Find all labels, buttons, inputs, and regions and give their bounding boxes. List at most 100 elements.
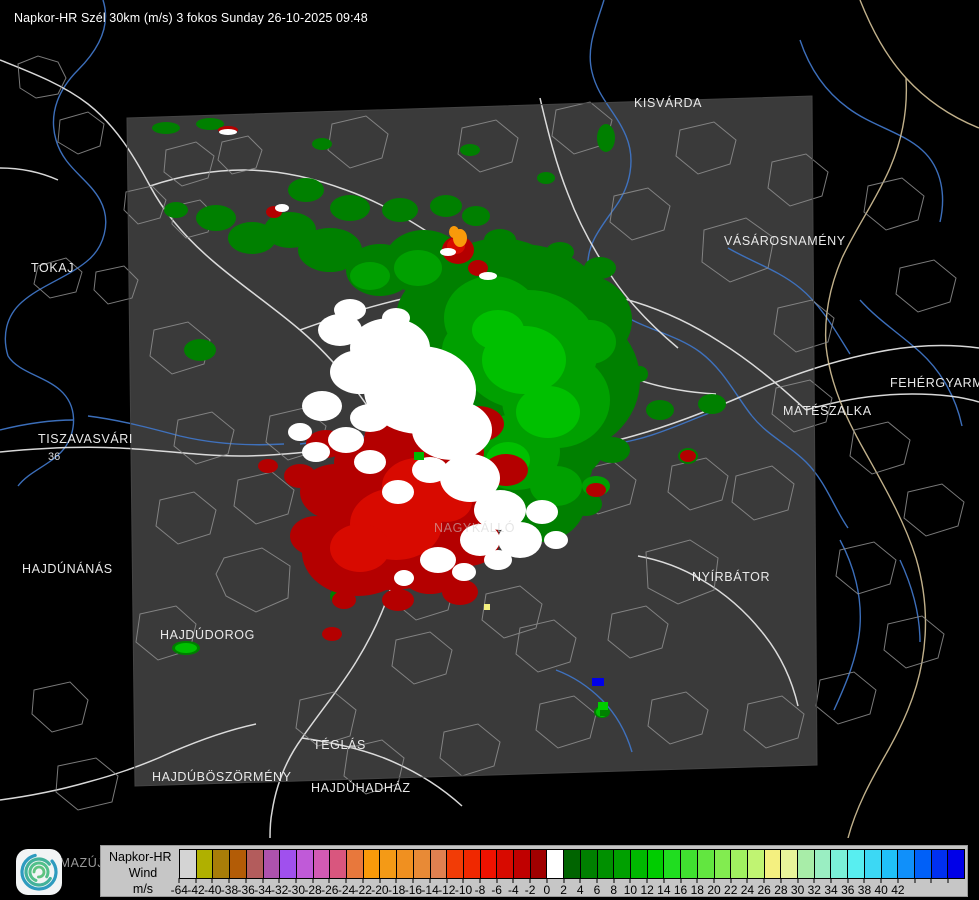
legend-tick: 38: [858, 878, 881, 898]
legend-tick-label: 6: [593, 883, 601, 897]
legend-swatch: [547, 850, 565, 878]
legend-tick: 6: [594, 878, 614, 898]
legend-swatch: [848, 850, 865, 878]
legend-swatch: [898, 850, 915, 878]
legend-tick-label: 42: [891, 883, 905, 897]
legend-swatch: [564, 850, 581, 878]
legend-tick-label: 26: [757, 883, 771, 897]
legend-swatch: [180, 850, 197, 878]
legend-swatch: [363, 850, 381, 878]
legend-tick-label: 14: [657, 883, 671, 897]
legend-tick: 34: [824, 878, 848, 898]
legend-line-3: m/s: [132, 882, 154, 896]
legend-tick-label: -30: [287, 883, 306, 897]
legend-tick: -34: [254, 878, 280, 898]
legend-tick-label: 18: [690, 883, 704, 897]
legend-tick: 16: [674, 878, 698, 898]
legend-tick-label: 40: [874, 883, 888, 897]
legend-swatch: [397, 850, 414, 878]
legend-tick-label: -22: [354, 883, 372, 897]
legend-tick: 12: [640, 878, 664, 898]
legend-swatch: [514, 850, 531, 878]
legend-tick-label: -16: [404, 883, 423, 897]
legend-tick: -20: [371, 878, 397, 898]
logo-spiral-icon: [20, 853, 58, 891]
legend-swatch: [864, 850, 882, 878]
legend-swatch: [764, 850, 782, 878]
legend-tick: -10: [455, 878, 480, 898]
legend-tick-label: -20: [371, 883, 389, 897]
swirl-logo[interactable]: [14, 847, 64, 897]
legend-swatch: [647, 850, 665, 878]
legend-swatch: [196, 850, 214, 878]
legend-tick: -30: [288, 878, 313, 898]
legend-tick-label: 30: [790, 883, 805, 897]
legend-tick: -8: [475, 878, 497, 898]
legend-tick-label: 20: [707, 883, 721, 897]
legend-tick: -18: [388, 878, 413, 898]
legend-tick-label: -10: [454, 883, 473, 897]
legend-tick: 32: [808, 878, 831, 898]
legend-swatch: [447, 850, 464, 878]
legend-tick-label: 24: [740, 883, 755, 897]
legend-tick: 8: [610, 878, 631, 898]
legend-tick: -32: [271, 878, 296, 898]
legend-swatch: [731, 850, 748, 878]
legend-tick-labels: -64 -42 -40 -38 -36 -34 -32 -30 -28 -26 -24 -22 -20-…: [171, 878, 965, 898]
legend-swatch: [380, 850, 398, 878]
legend-tick: -26: [321, 878, 346, 898]
legend-tick: 2: [560, 878, 581, 898]
legend-tick-label: -34: [254, 883, 272, 897]
legend-tick-label: -4: [508, 883, 519, 897]
legend-tick-label: -24: [337, 883, 356, 897]
legend-swatch: [463, 850, 481, 878]
map-svg: [0, 0, 979, 838]
page-title: Napkor-HR Szél 30km (m/s) 3 fokos Sunday…: [14, 11, 368, 25]
legend-tick: -22: [355, 878, 380, 898]
legend-tick-label: -28: [304, 883, 322, 897]
legend-swatch: [948, 850, 965, 878]
radar-map-canvas[interactable]: KISVÁRDA VÁSÁROSNAMÉNY FEHÉRGYARMAT MÁTÉ…: [0, 0, 979, 838]
legend-swatch: [330, 850, 348, 878]
legend-tick-label: -38: [220, 883, 239, 897]
legend-swatch: [881, 850, 899, 878]
legend-line-2: Wind: [128, 866, 158, 880]
legend-tick: [947, 878, 965, 898]
legend-swatch: [931, 850, 949, 878]
legend-tick-label: -42: [187, 883, 205, 897]
radar-echo-layer: [152, 118, 726, 718]
legend-swatch: [413, 850, 431, 878]
legend-swatch: [814, 850, 832, 878]
legend-swatch: [697, 850, 715, 878]
legend-line-1: Napkor-HR: [109, 850, 172, 864]
legend-tick-label: 32: [807, 883, 821, 897]
legend-tick-label: 2: [560, 883, 567, 897]
legend-swatch: [246, 850, 264, 878]
legend-tick: -28: [304, 878, 330, 898]
legend-tick-label: -8: [474, 883, 486, 897]
legend-swatch: [230, 850, 247, 878]
legend-swatch: [747, 850, 765, 878]
legend-swatch: [580, 850, 598, 878]
legend-tick: -4: [508, 878, 530, 898]
legend-swatch: [497, 850, 515, 878]
legend-tick: 0: [543, 878, 564, 898]
legend-tick-label: -64: [170, 883, 188, 897]
color-scale-legend: Napkor-HR Wind m/s -64 -42 -40 -38 -36 -34 -32…: [100, 845, 968, 897]
legend-caption: Napkor-HR Wind m/s: [107, 849, 179, 897]
legend-tick-label: 36: [841, 883, 855, 897]
legend-tick-label: -40: [204, 883, 222, 897]
legend-swatch: [430, 850, 448, 878]
legend-swatch: [313, 850, 331, 878]
legend-swatch: [781, 850, 799, 878]
legend-tick-label: -2: [524, 883, 536, 897]
legend-tick: -40: [204, 878, 229, 898]
legend-tick-label: 4: [576, 883, 584, 897]
legend-tick-label: -6: [491, 883, 502, 897]
legend-tick: -6: [491, 878, 514, 898]
legend-tick-label: 10: [623, 883, 638, 897]
legend-tick-label: 22: [724, 883, 738, 897]
legend-tick: -16: [405, 878, 430, 898]
isolated-echoes: [414, 452, 608, 716]
